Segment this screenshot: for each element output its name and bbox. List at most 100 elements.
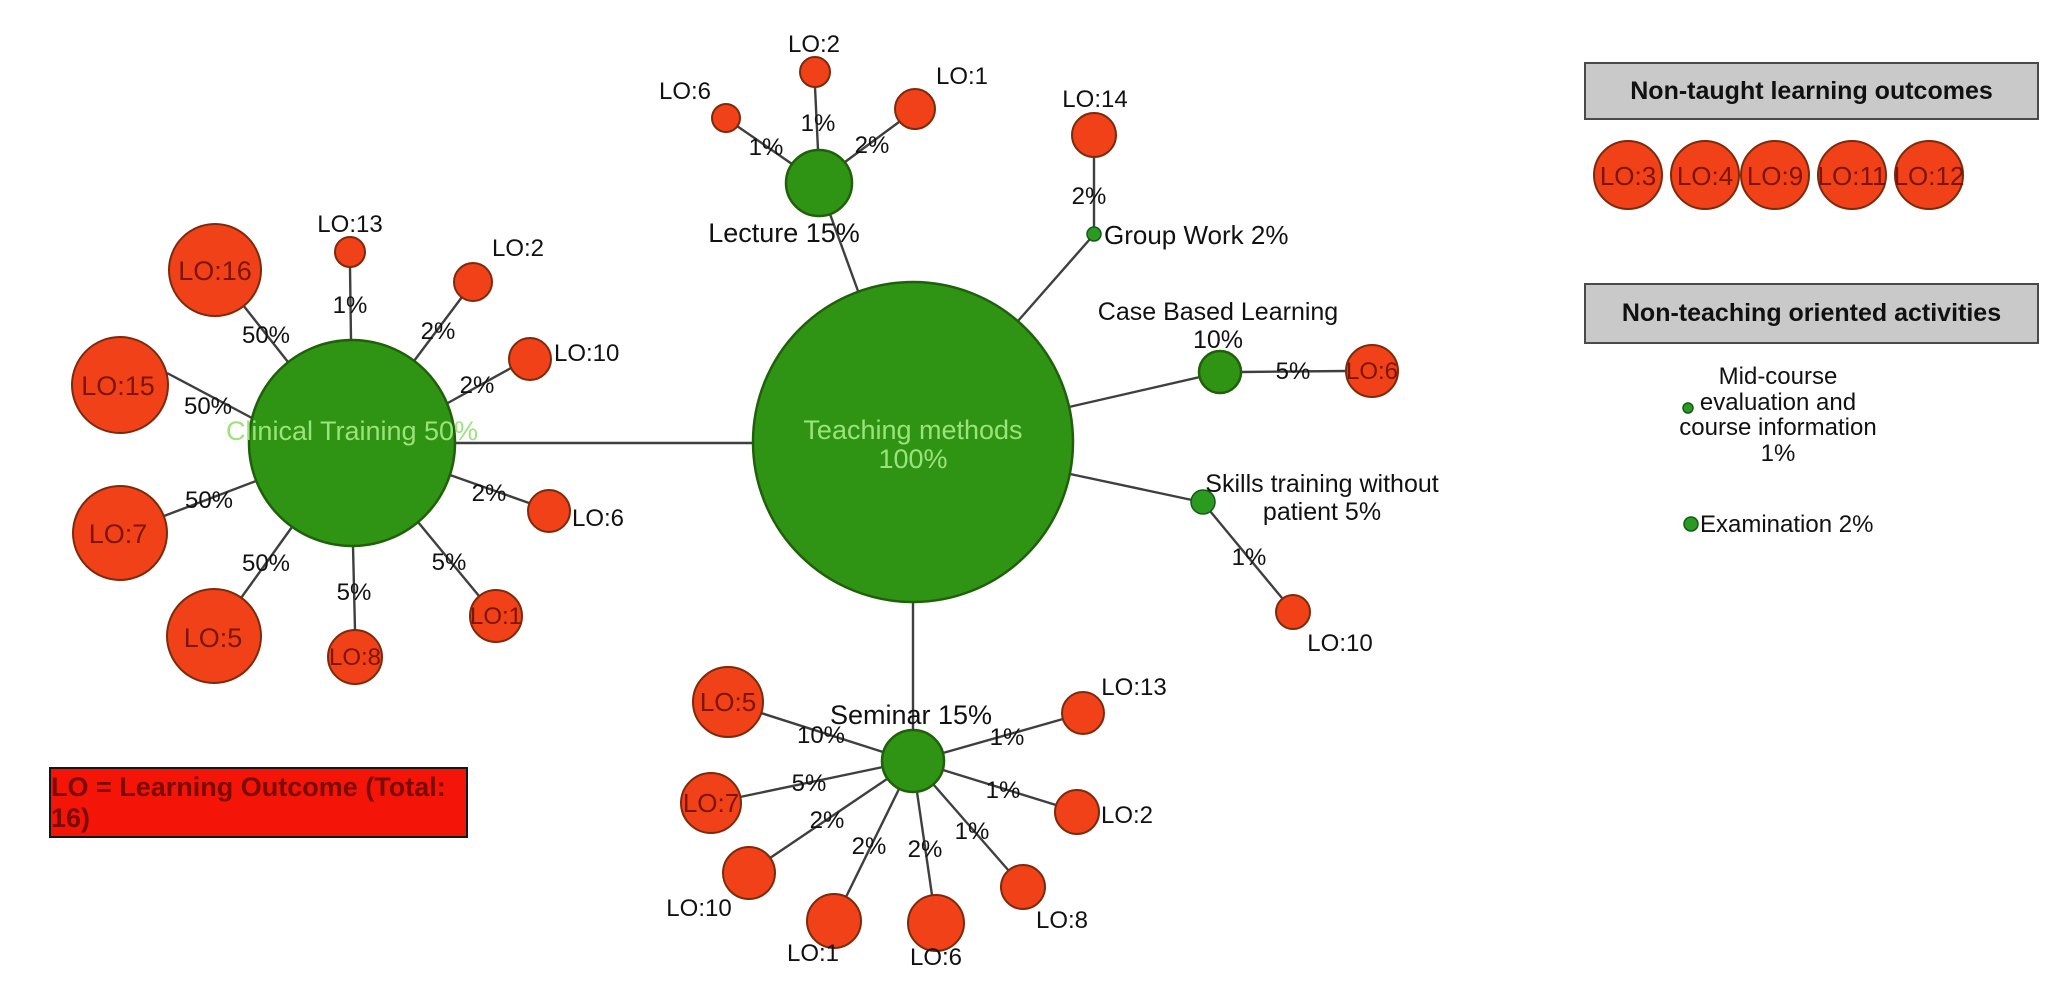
edge-seminar-lo8 bbox=[932, 783, 1010, 872]
edge-label-clinical-lo15: 50% bbox=[184, 393, 232, 420]
edge-label-clinical-lo5: 50% bbox=[242, 550, 290, 577]
label-legend-lo3: LO:3 bbox=[1600, 161, 1656, 191]
edge-seminar-lo7 bbox=[739, 765, 884, 799]
edge-seminar-lo2 bbox=[942, 768, 1057, 807]
edge-clinical-lo5 bbox=[240, 526, 293, 599]
label-legend-lo4: LO:4 bbox=[1677, 161, 1733, 191]
node-skills-lo10 bbox=[1275, 594, 1311, 630]
edge-lecture-lo6 bbox=[736, 125, 793, 165]
node-seminar-lo6 bbox=[907, 894, 965, 952]
node-seminar-lo10 bbox=[722, 846, 776, 900]
node-seminar bbox=[880, 728, 946, 794]
edge-clinical-lo6 bbox=[449, 473, 530, 505]
label-lo14: LO:14 bbox=[1062, 86, 1127, 113]
learning-outcome-note-text: LO = Learning Outcome (Total: 16) bbox=[51, 771, 446, 833]
node-clinical-lo5 bbox=[166, 588, 262, 684]
edge-clinical-lo8 bbox=[351, 545, 357, 631]
node-lecture-lo1 bbox=[894, 88, 936, 130]
label-lecture-lo6: LO:6 bbox=[659, 78, 711, 105]
edge-label-clinical-lo10: 2% bbox=[460, 372, 495, 399]
edge-lecture-lo1 bbox=[844, 121, 900, 163]
node-clinical-training bbox=[247, 338, 457, 548]
edge-clinical-lo15 bbox=[166, 371, 253, 420]
edge-teaching-groupwork bbox=[1017, 238, 1091, 322]
edge-label-lecture-lo1: 2% bbox=[855, 132, 890, 159]
label-legend-lo12: LO:12 bbox=[1894, 161, 1965, 191]
edge-label-seminar-lo5: 10% bbox=[797, 722, 845, 749]
edge-label-clinical-lo16: 50% bbox=[242, 322, 290, 349]
node-teaching-methods bbox=[751, 280, 1075, 604]
node-examination-dot bbox=[1683, 516, 1699, 532]
node-skills-training bbox=[1190, 489, 1216, 515]
edge-label-skills-lo10: 1% bbox=[1232, 544, 1267, 571]
label-lecture-lo2: LO:2 bbox=[788, 31, 840, 58]
node-seminar-lo8 bbox=[1000, 864, 1046, 910]
edge-seminar-lo5 bbox=[760, 711, 884, 754]
edge-label-lecture-lo6: 1% bbox=[749, 134, 784, 161]
node-seminar-lo2 bbox=[1054, 789, 1100, 835]
edge-clinical-lo10 bbox=[445, 366, 512, 406]
label-lecture: Lecture 15% bbox=[708, 218, 860, 248]
edge-seminar-lo13 bbox=[942, 717, 1064, 755]
edge-label-seminar-lo1: 2% bbox=[852, 833, 887, 860]
label-case-based-learning: Case Based Learning 10% bbox=[1098, 298, 1338, 354]
edge-lecture-lo2 bbox=[813, 86, 820, 151]
label-seminar-lo7: LO:7 bbox=[683, 788, 739, 818]
node-seminar-lo5 bbox=[692, 666, 764, 738]
edge-label-clinical-lo8: 5% bbox=[337, 579, 372, 606]
node-seminar-lo13 bbox=[1061, 691, 1105, 735]
edge-seminar-lo6 bbox=[915, 791, 934, 896]
label-teaching-methods: Teaching methods 100% bbox=[803, 415, 1022, 474]
edge-teaching-casebased bbox=[1068, 375, 1201, 409]
label-seminar-lo2: LO:2 bbox=[1101, 802, 1153, 829]
edge-seminar-lo10 bbox=[769, 778, 888, 859]
edge-label-seminar-lo10: 2% bbox=[810, 807, 845, 834]
label-clinical-lo15: LO:15 bbox=[81, 371, 155, 401]
node-legend-lo9 bbox=[1740, 140, 1810, 210]
label-clinical-lo13: LO:13 bbox=[317, 211, 382, 238]
label-clinical-lo10: LO:10 bbox=[554, 340, 619, 367]
legend-non-taught-header: Non-taught learning outcomes bbox=[1584, 62, 2039, 120]
label-clinical-lo1: LO:1 bbox=[470, 603, 522, 630]
edge-clinical-lo1 bbox=[417, 521, 480, 597]
learning-outcome-note-box: LO = Learning Outcome (Total: 16) bbox=[49, 767, 468, 838]
node-clinical-lo15 bbox=[71, 336, 169, 434]
label-seminar-lo13: LO:13 bbox=[1101, 674, 1166, 701]
label-casebased-lo6: LO:6 bbox=[1346, 358, 1398, 385]
edge-label-clinical-lo13: 1% bbox=[333, 292, 368, 319]
edge-label-clinical-lo1: 5% bbox=[432, 549, 467, 576]
node-seminar-lo1 bbox=[806, 893, 862, 949]
midcourse-evaluation-label: Mid-course evaluation and course informa… bbox=[1679, 363, 1877, 467]
node-clinical-lo10 bbox=[508, 337, 552, 381]
label-legend-lo11: LO:11 bbox=[1818, 161, 1887, 191]
legend-non-teaching-header: Non-teaching oriented activities bbox=[1584, 283, 2039, 344]
edge-label-seminar-lo13: 1% bbox=[990, 724, 1025, 751]
node-clinical-lo7 bbox=[72, 485, 168, 581]
node-legend-lo11 bbox=[1817, 140, 1887, 210]
edge-label-clinical-lo7: 50% bbox=[185, 487, 233, 514]
node-lo14 bbox=[1071, 112, 1117, 158]
edge-teaching-skills bbox=[1069, 472, 1193, 502]
edge-clinical-lo13 bbox=[348, 266, 353, 341]
edge-casebased-lo6 bbox=[1240, 369, 1347, 374]
edge-label-seminar-lo2: 1% bbox=[986, 777, 1021, 804]
label-group-work: Group Work 2% bbox=[1104, 220, 1288, 250]
edge-skills-lo10 bbox=[1209, 510, 1283, 599]
label-seminar-lo5: LO:5 bbox=[700, 687, 756, 717]
label-seminar-lo8: LO:8 bbox=[1036, 907, 1088, 934]
node-seminar-lo7 bbox=[680, 772, 742, 834]
edge-clinical-lo2 bbox=[413, 296, 463, 362]
edge-label-groupwork-lo14: 2% bbox=[1072, 183, 1107, 210]
node-clinical-lo16 bbox=[168, 223, 262, 317]
legend-non-taught-title: Non-taught learning outcomes bbox=[1630, 76, 1993, 105]
label-seminar-lo6: LO:6 bbox=[910, 944, 962, 971]
label-seminar-lo10: LO:10 bbox=[666, 895, 731, 922]
node-legend-lo3 bbox=[1593, 140, 1663, 210]
label-skills-lo10: LO:10 bbox=[1307, 630, 1372, 657]
label-legend-lo9: LO:9 bbox=[1747, 161, 1803, 191]
edge-label-seminar-lo8: 1% bbox=[955, 818, 990, 845]
node-case-based-learning bbox=[1197, 349, 1243, 395]
label-clinical-lo6: LO:6 bbox=[572, 505, 624, 532]
